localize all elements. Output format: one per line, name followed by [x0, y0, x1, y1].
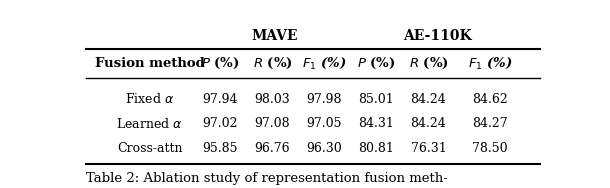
Text: 97.05: 97.05 [307, 117, 342, 130]
Text: 96.30: 96.30 [307, 142, 342, 155]
Text: 97.02: 97.02 [203, 117, 238, 130]
Text: 84.31: 84.31 [359, 117, 395, 130]
Text: 80.81: 80.81 [359, 142, 395, 155]
Text: 96.76: 96.76 [254, 142, 290, 155]
Text: MAVE: MAVE [251, 29, 298, 43]
Text: 84.62: 84.62 [472, 93, 508, 106]
Text: 85.01: 85.01 [359, 93, 394, 106]
Text: Cross-attn: Cross-attn [117, 142, 182, 155]
Text: Fusion method: Fusion method [95, 57, 204, 70]
Text: 95.85: 95.85 [203, 142, 238, 155]
Text: AE-110K: AE-110K [404, 29, 472, 43]
Text: 84.24: 84.24 [411, 93, 447, 106]
Text: $F_1$ (%): $F_1$ (%) [302, 55, 347, 71]
Text: $P$ (%): $P$ (%) [357, 55, 396, 71]
Text: 84.27: 84.27 [472, 117, 508, 130]
Text: Fixed $\alpha$: Fixed $\alpha$ [125, 92, 174, 106]
Text: 98.03: 98.03 [254, 93, 290, 106]
Text: 76.31: 76.31 [411, 142, 447, 155]
Text: $F_1$ (%): $F_1$ (%) [467, 55, 512, 71]
Text: $P$ (%): $P$ (%) [201, 55, 240, 71]
Text: 97.08: 97.08 [254, 117, 290, 130]
Text: Learned $\alpha$: Learned $\alpha$ [117, 117, 183, 131]
Text: $R$ (%): $R$ (%) [253, 55, 292, 71]
Text: 78.50: 78.50 [472, 142, 508, 155]
Text: 97.94: 97.94 [203, 93, 238, 106]
Text: Table 2: Ablation study of representation fusion meth-: Table 2: Ablation study of representatio… [85, 172, 448, 185]
Text: 84.24: 84.24 [411, 117, 447, 130]
Text: 97.98: 97.98 [307, 93, 342, 106]
Text: $R$ (%): $R$ (%) [409, 55, 448, 71]
